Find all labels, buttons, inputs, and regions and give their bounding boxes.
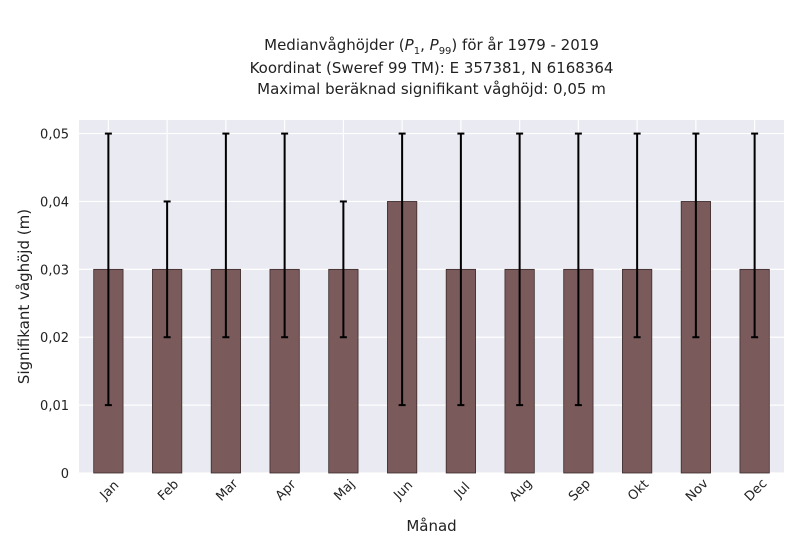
x-axis-ticks: Jan Feb Mar Apr Maj Jun Jul Aug Sep Okt Nov Dec xyxy=(97,476,771,505)
y-axis-label: Signifikant våghöjd (m) xyxy=(15,209,33,384)
error-bar-aug xyxy=(516,132,524,407)
error-bar-okt xyxy=(633,132,641,339)
y-tick-label-2: 0,02 xyxy=(40,331,69,346)
x-tick-label-maj: Maj xyxy=(332,477,359,504)
title-suffix: ) för år 1979 - 2019 xyxy=(451,36,599,54)
x-tick-label-mar: Mar xyxy=(213,476,241,504)
x-axis-label: Månad xyxy=(406,517,456,535)
x-tick-label-feb: Feb xyxy=(155,477,182,504)
y-axis-ticks: 0 0,01 0,02 0,03 0,04 0,05 xyxy=(40,128,69,482)
x-tick-label-dec: Dec xyxy=(742,476,770,504)
x-tick-label-sep: Sep xyxy=(566,477,594,505)
x-tick-label-aug: Aug xyxy=(507,476,536,505)
error-bar-maj xyxy=(339,200,347,339)
x-tick-label-nov: Nov xyxy=(683,476,712,505)
error-bar-jun xyxy=(398,132,406,407)
x-tick-label-jul: Jul xyxy=(451,480,473,502)
y-tick-label-5: 0,05 xyxy=(40,128,69,143)
y-tick-label-1: 0,01 xyxy=(40,399,69,414)
error-bar-dec xyxy=(751,132,759,339)
x-tick-label-jun: Jun xyxy=(390,478,416,504)
x-tick-label-apr: Apr xyxy=(273,477,300,504)
chart-subtitle-coordinates: Koordinat (Sweref 99 TM): E 357381, N 61… xyxy=(249,59,614,77)
error-bar-jan xyxy=(104,132,112,407)
error-bar-feb xyxy=(163,200,171,339)
error-bar-jul xyxy=(457,132,465,407)
title-p99-symbol: P xyxy=(429,36,439,54)
x-tick-label-jan: Jan xyxy=(97,478,122,503)
error-bar-mar xyxy=(222,132,230,339)
error-bar-apr xyxy=(281,132,289,339)
y-tick-label-4: 0,04 xyxy=(40,195,69,210)
title-separator: , xyxy=(420,36,430,54)
y-tick-label-3: 0,03 xyxy=(40,263,69,278)
plot-area xyxy=(79,120,784,473)
error-bars xyxy=(104,132,759,407)
title-p1-symbol: P xyxy=(404,36,414,54)
x-tick-label-okt: Okt xyxy=(625,477,652,504)
error-bar-nov xyxy=(692,132,700,339)
title-p99-subscript: 99 xyxy=(438,46,452,57)
error-bar-sep xyxy=(574,132,582,407)
chart-subtitle-max-height: Maximal beräknad signifikant våghöjd: 0,… xyxy=(257,80,606,98)
title-p1-subscript: 1 xyxy=(413,46,421,57)
title-prefix: Medianvåghöjder ( xyxy=(264,36,405,54)
chart-title: Medianvåghöjder (P1, P99) för år 1979 - … xyxy=(79,36,784,57)
y-tick-label-0: 0 xyxy=(61,467,69,482)
